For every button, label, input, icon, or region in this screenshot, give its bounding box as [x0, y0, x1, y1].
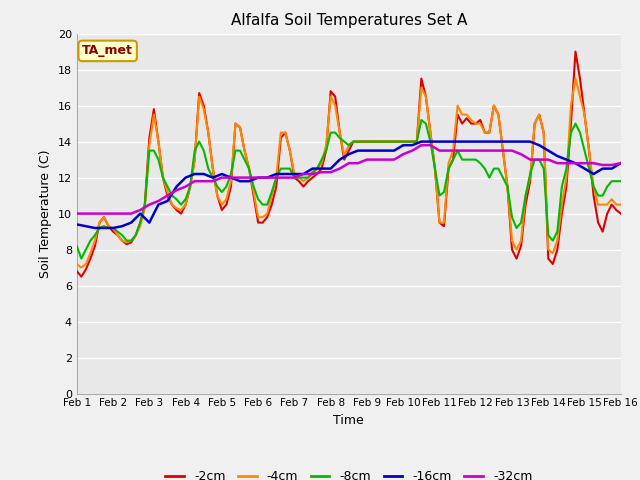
Legend: -2cm, -4cm, -8cm, -16cm, -32cm: -2cm, -4cm, -8cm, -16cm, -32cm: [160, 465, 538, 480]
Text: TA_met: TA_met: [82, 44, 133, 58]
Y-axis label: Soil Temperature (C): Soil Temperature (C): [39, 149, 52, 278]
Title: Alfalfa Soil Temperatures Set A: Alfalfa Soil Temperatures Set A: [230, 13, 467, 28]
X-axis label: Time: Time: [333, 414, 364, 427]
